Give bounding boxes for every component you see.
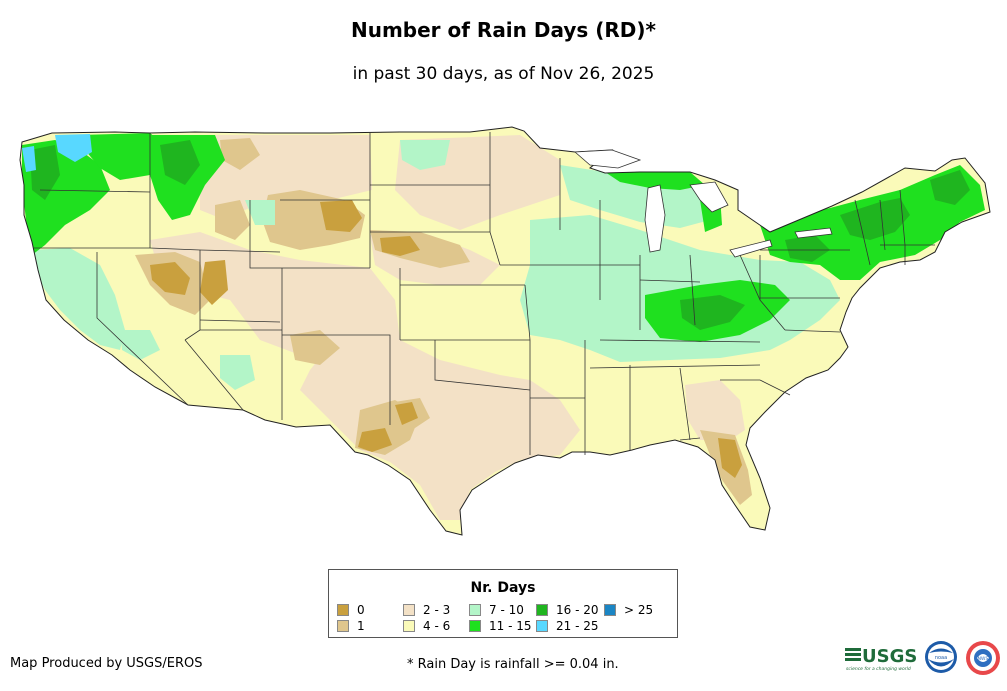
legend-item-21-25: 21 - 25 xyxy=(536,620,599,634)
legend-swatch xyxy=(536,620,548,632)
region-16-20-days xyxy=(30,140,970,330)
legend-item-over-25: > 25 xyxy=(604,604,653,618)
legend-item-11-15: 11 - 15 xyxy=(469,620,532,634)
noaa-wordmark: noaa xyxy=(935,655,947,661)
lake-superior xyxy=(573,149,642,169)
conus-outline xyxy=(19,126,991,536)
legend-item-4-6: 4 - 6 xyxy=(403,620,450,634)
legend-label: 1 xyxy=(357,619,365,633)
usgs-logo: USGS science for a changing world xyxy=(845,646,917,672)
lake-huron xyxy=(689,181,729,213)
legend-item-1: 1 xyxy=(337,620,365,634)
map-title: Number of Rain Days (RD)* xyxy=(350,18,656,42)
region-21-25-days xyxy=(22,134,92,172)
legend-swatch xyxy=(469,620,481,632)
legend-item-2-3: 2 - 3 xyxy=(403,604,450,618)
legend-label: 0 xyxy=(357,603,365,617)
nws-logo: NWS xyxy=(966,641,1000,675)
rain-day-footnote: * Rain Day is rainfall >= 0.04 in. xyxy=(407,657,619,672)
map-credit: Map Produced by USGS/EROS xyxy=(10,656,203,671)
legend-label: 11 - 15 xyxy=(489,619,532,633)
legend-swatch xyxy=(604,604,616,616)
legend-item-16-20: 16 - 20 xyxy=(536,604,599,618)
legend-label: 21 - 25 xyxy=(556,619,599,633)
legend-label: 4 - 6 xyxy=(423,619,451,633)
legend-item-0: 0 xyxy=(337,604,365,618)
legend-swatch xyxy=(337,620,349,632)
agency-logos: USGS science for a changing world noaa N… xyxy=(845,641,1000,675)
region-0-days xyxy=(150,200,742,478)
legend-swatch xyxy=(403,620,415,632)
usgs-tagline: science for a changing world xyxy=(846,666,911,672)
legend-item-7-10: 7 - 10 xyxy=(469,604,524,618)
great-lakes xyxy=(573,149,833,258)
usgs-wordmark: USGS xyxy=(862,646,917,667)
legend-swatch xyxy=(469,604,481,616)
noaa-logo: noaa xyxy=(925,641,957,673)
lake-ontario xyxy=(794,227,833,239)
legend-label: > 25 xyxy=(624,603,654,617)
legend-swatch xyxy=(403,604,415,616)
conus-land xyxy=(20,127,990,535)
legend-label: 2 - 3 xyxy=(423,603,451,617)
legend-title: Nr. Days xyxy=(470,580,536,596)
state-borders xyxy=(34,132,935,455)
map-subtitle: in past 30 days, as of Nov 26, 2025 xyxy=(352,64,655,84)
lake-michigan xyxy=(644,184,666,253)
legend-swatch xyxy=(337,604,349,616)
us-rain-days-map xyxy=(19,126,991,536)
legend: Nr. Days 0 1 2 - 3 4 - 6 7 - 10 11 - 15 … xyxy=(328,569,678,638)
legend-swatch xyxy=(536,604,548,616)
nws-wordmark: NWS xyxy=(978,656,989,662)
legend-label: 7 - 10 xyxy=(489,603,524,617)
lake-erie xyxy=(729,239,773,258)
legend-label: 16 - 20 xyxy=(556,603,599,617)
